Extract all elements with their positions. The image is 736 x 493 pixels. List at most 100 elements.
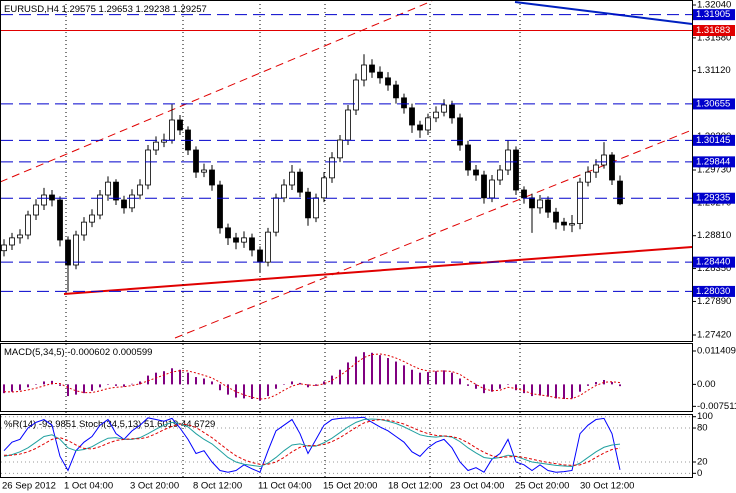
x-tick-label: 1 Oct 04:00	[64, 481, 113, 492]
level-label: 1.29335	[696, 193, 730, 204]
main-pane	[0, 0, 693, 342]
candle-body	[97, 194, 103, 216]
level-label: 1.31905	[696, 9, 730, 20]
x-tick-label: 15 Oct 20:00	[323, 481, 377, 492]
macd-bar	[179, 369, 181, 385]
macd-bar	[483, 384, 485, 394]
resistance-line	[514, 1, 693, 25]
main-title: EURUSD,H4 1.29575 1.29653 1.29238 1.2925…	[4, 4, 207, 15]
macd-bar	[227, 384, 229, 395]
macd-bar	[299, 382, 301, 385]
macd-bar	[419, 372, 421, 385]
candle-body	[49, 194, 55, 201]
macd-bar	[579, 384, 581, 392]
macd-bar	[443, 370, 445, 385]
level-label: 1.30145	[696, 135, 730, 146]
x-tick-label: 8 Oct 12:00	[193, 481, 242, 492]
level-tag	[693, 134, 735, 146]
candle-body	[521, 189, 527, 199]
candle-body	[73, 234, 79, 266]
level-tag	[693, 256, 735, 268]
level-tag	[693, 156, 735, 168]
candle-body	[305, 191, 311, 219]
macd-bar	[131, 383, 133, 385]
signal-last: 0.000599	[113, 347, 153, 358]
level-label: 1.28440	[696, 257, 730, 268]
candle-body	[377, 71, 383, 79]
y-tick-label: 1.28810	[697, 230, 731, 241]
stoch-main-line	[3, 418, 621, 468]
macd-bar	[283, 384, 285, 385]
candle-body	[513, 149, 519, 191]
x-tick-label: 30 Oct 12:00	[580, 481, 634, 492]
candle-body	[281, 184, 287, 199]
candle-body	[425, 117, 431, 131]
macd-bar	[347, 362, 349, 385]
macd-bar	[291, 381, 293, 385]
level-label: 1.30655	[696, 98, 730, 109]
candle-body	[465, 144, 471, 171]
macd-bar	[379, 355, 381, 385]
y-tick-label: 1.32040	[697, 0, 731, 11]
candle-body	[497, 169, 503, 181]
macd-bar	[451, 372, 453, 385]
macd-bar	[99, 384, 101, 388]
last-open: 1.29575	[62, 4, 96, 15]
symbol: EURUSD,H4	[4, 4, 59, 15]
macd-bar	[491, 384, 493, 392]
candle-body	[345, 109, 351, 141]
candle-body	[153, 141, 159, 151]
candle-body	[81, 221, 87, 236]
channel-lower	[174, 129, 693, 339]
candle-body	[393, 84, 399, 99]
y-tick-label: 1.31120	[697, 65, 731, 76]
macd-bar	[411, 369, 413, 385]
macd-bar	[307, 384, 309, 388]
level-label: 1.31683	[696, 25, 730, 36]
candle-body	[89, 214, 95, 223]
candle-body	[545, 199, 551, 213]
y-tick-label: 1.28350	[697, 263, 731, 274]
macd-bar	[35, 384, 37, 385]
y-tick-label: 0.011409	[697, 346, 736, 357]
macd-bar	[147, 375, 149, 385]
level-tag	[693, 192, 735, 204]
macd-bar	[27, 384, 29, 388]
x-tick-label: 18 Oct 12:00	[388, 481, 442, 492]
macd-bar	[187, 372, 189, 385]
macd-bar	[267, 384, 269, 397]
candle-body	[41, 194, 47, 206]
r-name: %R(14)	[4, 419, 36, 430]
candle-body	[265, 231, 271, 263]
candle-body	[361, 64, 367, 81]
candle-body	[473, 169, 479, 176]
candle-body	[297, 171, 303, 193]
macd-bar	[171, 368, 173, 385]
macd-bar	[371, 352, 373, 385]
candle-body	[401, 97, 407, 109]
candle-body	[193, 149, 199, 173]
last-low: 1.29238	[136, 4, 170, 15]
macd-bar	[563, 384, 565, 400]
macd-bar	[459, 378, 461, 385]
macd-bar	[467, 384, 469, 386]
x-tick-label: 11 Oct 04:00	[258, 481, 312, 492]
last-high: 1.29653	[99, 4, 133, 15]
candle-body	[57, 199, 63, 241]
macd-bar	[587, 384, 589, 386]
macd-bar	[475, 384, 477, 389]
macd-bar	[75, 384, 77, 395]
macd-bar	[403, 365, 405, 385]
y-tick-label: 1.27420	[697, 330, 731, 341]
candle-body	[9, 237, 15, 246]
candle-body	[121, 199, 127, 209]
macd-bar	[499, 384, 501, 389]
macd-bar	[211, 381, 213, 385]
candle-body	[241, 237, 247, 243]
macd-bar	[395, 361, 397, 385]
candle-body	[609, 154, 615, 181]
macd-bar	[19, 384, 21, 391]
candle-body	[449, 104, 455, 119]
macd-bar	[123, 384, 125, 387]
